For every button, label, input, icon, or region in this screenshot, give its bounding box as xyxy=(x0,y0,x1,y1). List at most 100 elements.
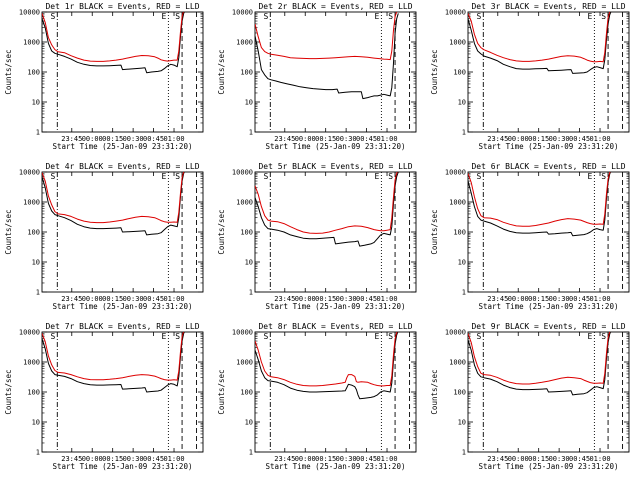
y-axis-label: Counts/sec xyxy=(217,49,226,94)
y-tick-label: 1 xyxy=(462,129,466,137)
y-axis: 1 10 100 1000 10000 xyxy=(232,9,416,137)
marker-label: E xyxy=(162,172,167,181)
y-tick-label: 1 xyxy=(249,289,253,297)
series-line-lld xyxy=(468,332,611,385)
x-axis-label: Start Time (25-Jan-09 23:31:20) xyxy=(479,462,619,471)
marker-label: S xyxy=(601,12,606,21)
y-tick-label: 1 xyxy=(249,449,253,457)
y-axis: 1 10 100 1000 10000 xyxy=(232,329,416,457)
x-tick-label: 00:30 xyxy=(123,295,144,303)
x-tick-label: 23:45 xyxy=(61,295,82,303)
chart-title: Det 8r BLACK = Events, RED = LLD xyxy=(258,322,412,331)
series-line-events xyxy=(42,172,185,236)
y-axis-label: Counts/sec xyxy=(430,49,439,94)
chart-title: Det 3r BLACK = Events, RED = LLD xyxy=(471,2,625,11)
y-tick-label: 10000 xyxy=(19,329,40,337)
marker-label: E xyxy=(162,12,167,21)
y-tick-label: 10000 xyxy=(445,329,466,337)
x-axis-label: Start Time (25-Jan-09 23:31:20) xyxy=(266,302,406,311)
series-line-events xyxy=(468,332,612,396)
y-tick-label: 10 xyxy=(458,259,466,267)
marker-label: S xyxy=(476,332,481,341)
y-tick-label: 10 xyxy=(32,259,40,267)
marker-label: S xyxy=(388,332,393,341)
x-tick-label: 23:45 xyxy=(61,135,82,143)
x-tick-label: 01:00 xyxy=(376,455,397,463)
y-axis-label: Counts/sec xyxy=(430,369,439,414)
y-axis-label: Counts/sec xyxy=(4,209,13,254)
x-tick-label: 23:45 xyxy=(487,135,508,143)
x-tick-label: 00:00 xyxy=(508,455,529,463)
chart-title: Det 1r BLACK = Events, RED = LLD xyxy=(45,2,199,11)
x-tick-label: 00:45 xyxy=(143,135,164,143)
x-tick-label: 23:45 xyxy=(487,455,508,463)
y-axis-label: Counts/sec xyxy=(430,209,439,254)
series-line-lld xyxy=(468,12,611,63)
series-line-lld xyxy=(42,172,185,224)
x-tick-label: 01:00 xyxy=(163,455,184,463)
y-axis-label: Counts/sec xyxy=(217,369,226,414)
x-tick-label: 01:00 xyxy=(589,135,610,143)
x-tick-label: 01:00 xyxy=(376,295,397,303)
x-axis: 23:45 00:00 00:15 00:30 00:45 01:00 xyxy=(274,332,398,463)
x-tick-label: 01:00 xyxy=(376,135,397,143)
y-tick-label: 10000 xyxy=(445,9,466,17)
x-axis: 23:45 00:00 00:15 00:30 00:45 01:00 xyxy=(274,172,398,303)
y-tick-label: 10000 xyxy=(19,169,40,177)
chart-panel-2: Det 2r BLACK = Events, RED = LLD 1 10 100 10… xyxy=(217,2,417,151)
y-tick-label: 100 xyxy=(453,229,466,237)
x-tick-label: 00:30 xyxy=(336,295,357,303)
series-line-lld xyxy=(255,12,398,61)
x-tick-label: 00:00 xyxy=(82,295,103,303)
chart-panel-5: Det 5r BLACK = Events, RED = LLD 1 10 100 10… xyxy=(217,162,417,311)
marker-label: E xyxy=(588,172,593,181)
y-axis-label: Counts/sec xyxy=(4,49,13,94)
marker-label: S xyxy=(50,12,55,21)
chart-title: Det 6r BLACK = Events, RED = LLD xyxy=(471,162,625,171)
x-tick-label: 00:15 xyxy=(102,295,123,303)
y-axis-label: Counts/sec xyxy=(217,209,226,254)
x-tick-label: 23:45 xyxy=(274,295,295,303)
chart-title: Det 4r BLACK = Events, RED = LLD xyxy=(45,162,199,171)
y-axis-label: Counts/sec xyxy=(4,369,13,414)
x-axis-label: Start Time (25-Jan-09 23:31:20) xyxy=(53,462,193,471)
x-tick-label: 23:45 xyxy=(274,455,295,463)
y-tick-label: 1 xyxy=(462,449,466,457)
series-line-events xyxy=(42,12,185,74)
marker-label: S xyxy=(388,12,393,21)
x-tick-label: 00:15 xyxy=(102,135,123,143)
plot-frame xyxy=(41,11,204,133)
marker-label: S xyxy=(476,172,481,181)
marker-label: S xyxy=(263,172,268,181)
series-line-events xyxy=(255,172,399,247)
plot-frame xyxy=(254,171,417,293)
marker-label: E xyxy=(588,12,593,21)
chart-panel-7: Det 7r BLACK = Events, RED = LLD 1 10 100 10… xyxy=(4,322,204,471)
x-tick-label: 00:00 xyxy=(295,295,316,303)
y-tick-label: 100 xyxy=(27,389,40,397)
marker-label: S xyxy=(263,12,268,21)
marker-label: S xyxy=(601,332,606,341)
series-line-events xyxy=(255,332,399,400)
y-tick-label: 10 xyxy=(245,419,253,427)
marker-label: E xyxy=(375,332,380,341)
chart-panel-9: Det 9r BLACK = Events, RED = LLD 1 10 100 10… xyxy=(430,322,630,471)
x-axis: 23:45 00:00 00:15 00:30 00:45 01:00 xyxy=(487,172,611,303)
y-axis: 1 10 100 1000 10000 xyxy=(19,329,203,457)
x-tick-label: 00:45 xyxy=(356,135,377,143)
y-tick-label: 100 xyxy=(453,69,466,77)
x-tick-label: 00:45 xyxy=(569,135,590,143)
x-tick-label: 00:30 xyxy=(123,135,144,143)
marker-label: S xyxy=(263,332,268,341)
x-tick-label: 00:00 xyxy=(295,135,316,143)
y-tick-label: 1000 xyxy=(23,199,40,207)
x-tick-label: 00:15 xyxy=(528,455,549,463)
x-tick-label: 01:00 xyxy=(163,135,184,143)
plot-frame xyxy=(41,331,204,453)
y-axis: 1 10 100 1000 10000 xyxy=(232,169,416,297)
